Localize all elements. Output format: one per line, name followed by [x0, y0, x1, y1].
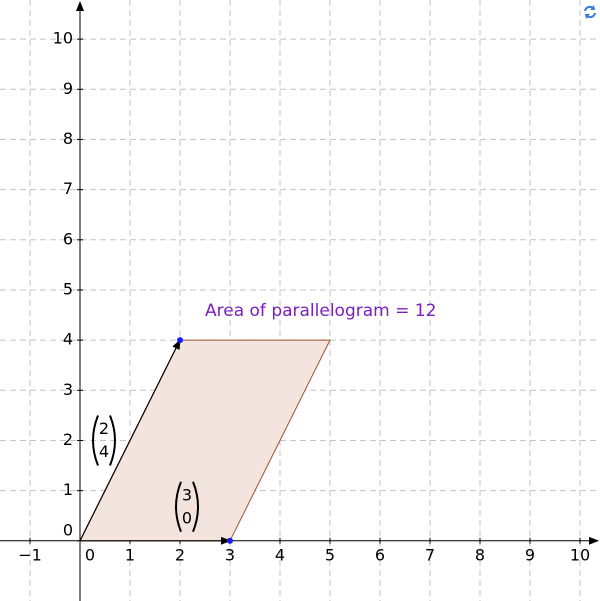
x-tick-label: 0 [85, 545, 95, 564]
x-tick-label: 1 [125, 545, 135, 564]
x-tick-label: 3 [225, 545, 235, 564]
x-tick-label: −1 [18, 545, 42, 564]
vector-point [227, 537, 233, 544]
y-tick-label: 10 [53, 29, 73, 48]
x-tick-label: 5 [325, 545, 335, 564]
y-tick-label: 0 [63, 520, 73, 539]
y-tick-label: 9 [63, 79, 73, 98]
x-tick-label: 7 [425, 545, 435, 564]
vector-label-y: 4 [99, 442, 109, 461]
refresh-icon[interactable] [582, 4, 598, 20]
x-tick-label: 2 [175, 545, 185, 564]
y-tick-label: 8 [63, 129, 73, 148]
y-tick-label: 1 [63, 480, 73, 499]
y-tick-label: 7 [63, 179, 73, 198]
y-tick-label: 6 [63, 229, 73, 248]
paren-left [92, 415, 99, 466]
vector-point [177, 337, 183, 344]
vector-arrow [79, 339, 181, 542]
y-tick-label: 4 [63, 330, 73, 349]
vector-label-x: 2 [99, 419, 109, 438]
x-tick-label: 9 [525, 545, 535, 564]
y-tick-label: 5 [63, 279, 73, 298]
paren-right [109, 415, 116, 466]
annotation: Area of parallelogram = 12 [205, 301, 436, 321]
x-tick-label: 6 [375, 545, 385, 564]
x-tick-label: 10 [570, 545, 590, 564]
x-tick-label: 8 [475, 545, 485, 564]
vector-label-x: 3 [182, 485, 192, 504]
vector-label-y: 0 [182, 508, 192, 527]
x-tick-label: 4 [275, 545, 285, 564]
y-tick-label: 2 [63, 430, 73, 449]
paren-right [192, 481, 199, 533]
paren-left [175, 481, 182, 533]
y-tick-label: 3 [63, 380, 73, 399]
